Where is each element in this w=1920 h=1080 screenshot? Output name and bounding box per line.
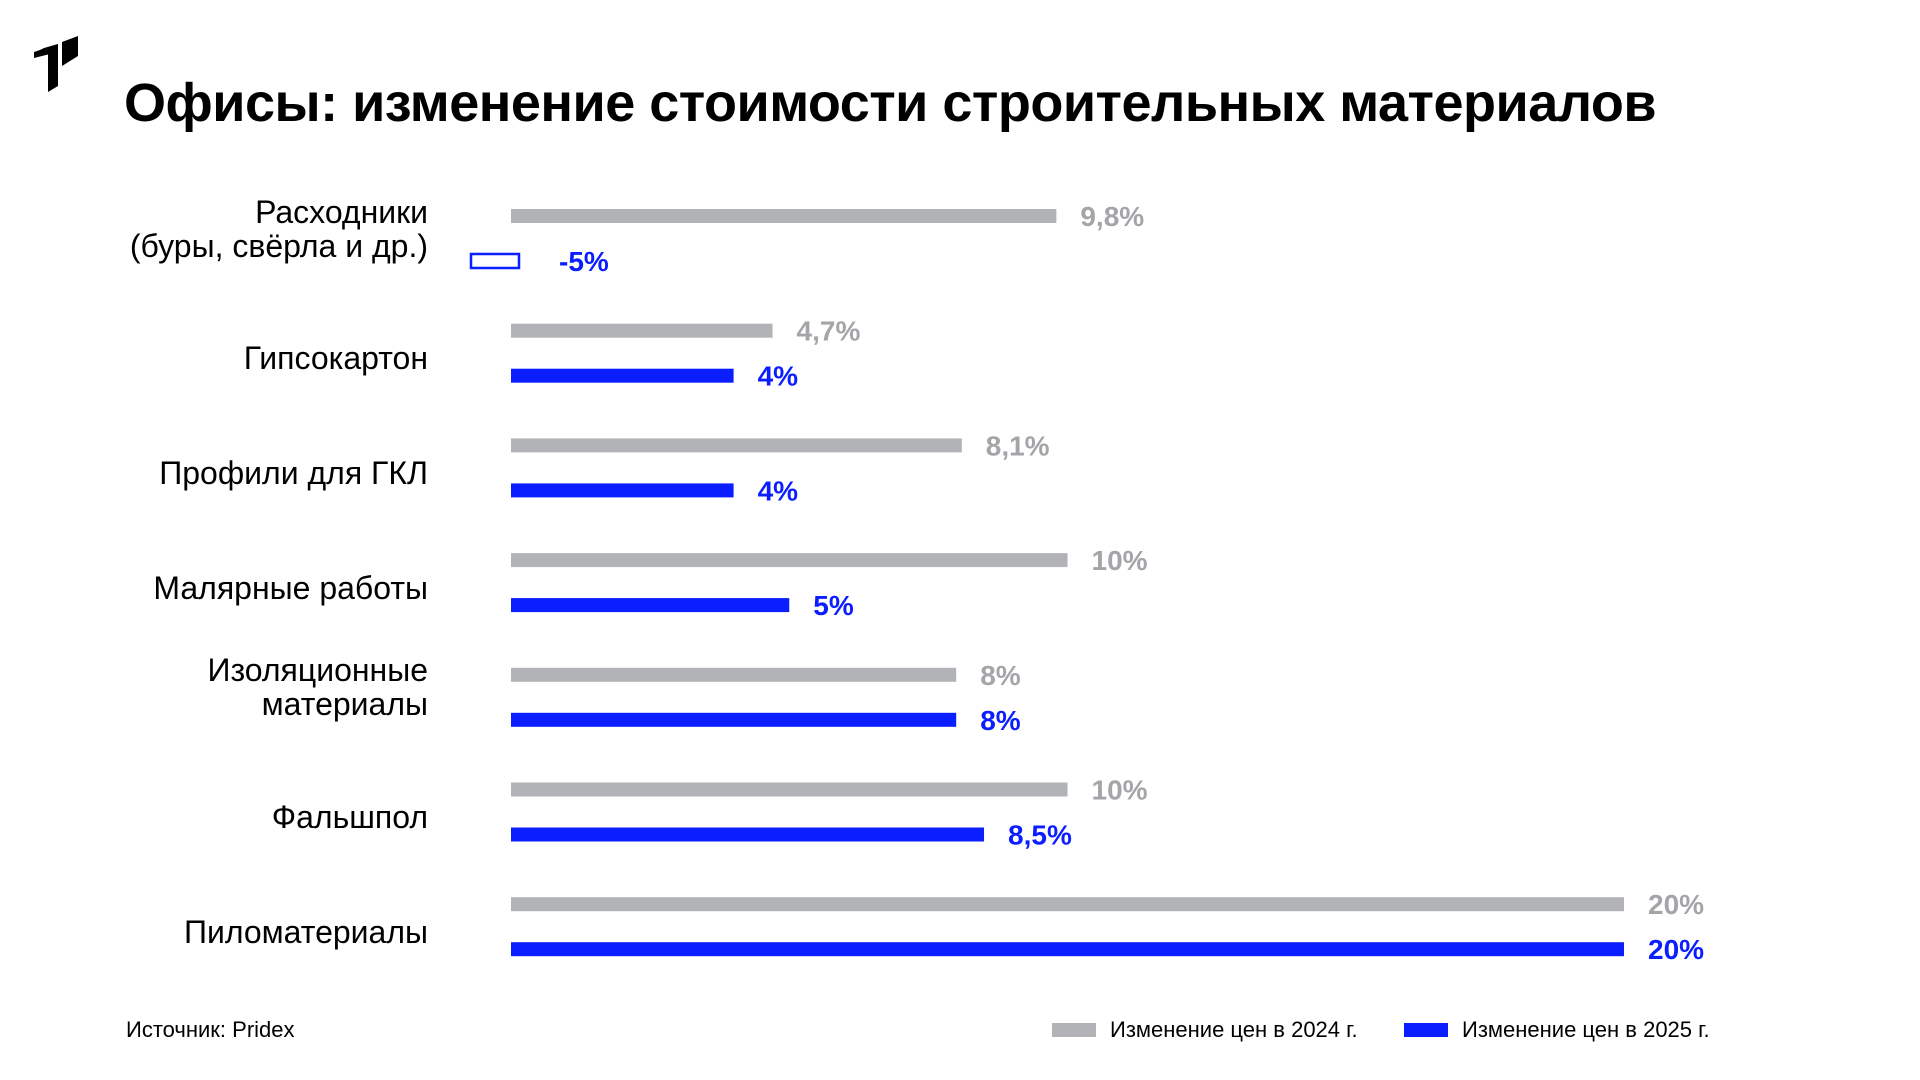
- bar-2024: [511, 323, 773, 338]
- data-label-2024: 8,1%: [986, 430, 1050, 461]
- category-label: Гипсокартон: [243, 340, 428, 377]
- data-label-2025: 4%: [758, 475, 799, 506]
- bar-2024: [511, 438, 962, 453]
- category-label: Изоляционные материалы: [207, 652, 428, 723]
- category-label: Расходники (буры, свёрла и др.): [129, 193, 428, 264]
- legend-item-2024: Изменение цен в 2024 г.: [1052, 1017, 1358, 1043]
- data-label-2025: 8,5%: [1008, 820, 1072, 851]
- data-label-2025: -5%: [559, 246, 609, 277]
- data-label-2024: 4,7%: [797, 316, 861, 347]
- legend-label-2025: Изменение цен в 2025 г.: [1462, 1017, 1710, 1042]
- bar-2024: [511, 209, 1057, 223]
- bar-2024: [511, 897, 1624, 912]
- bar-2025: [511, 827, 985, 842]
- data-label-2024: 8%: [980, 660, 1021, 691]
- category-label: Профили для ГКЛ: [159, 454, 428, 491]
- bar-2024: [511, 667, 957, 682]
- category-label: Малярные работы: [153, 569, 428, 606]
- category-label: Фальшпол: [271, 799, 428, 835]
- bar-2025: [469, 252, 521, 270]
- legend-label-2024: Изменение цен в 2024 г.: [1110, 1017, 1358, 1042]
- source-note: Источник: Pridex: [126, 1017, 295, 1042]
- data-label-2024: 10%: [1092, 545, 1148, 576]
- category-label: Пиломатериалы: [183, 913, 428, 950]
- bar-2024: [511, 782, 1068, 797]
- data-label-2025: 8%: [980, 705, 1021, 736]
- page-title: Офисы: изменение стоимости строительных …: [124, 73, 1657, 133]
- bar-2024: [511, 553, 1068, 568]
- legend-swatch-2024: [1052, 1023, 1096, 1037]
- legend-item-2025: Изменение цен в 2025 г.: [1404, 1017, 1710, 1043]
- data-label-2025: 5%: [813, 590, 854, 621]
- bar-2025: [511, 942, 1624, 957]
- bar-2025: [511, 598, 790, 613]
- bar-2025: [511, 368, 734, 383]
- data-label-2024: 9,8%: [1080, 201, 1144, 232]
- legend-swatch-2025: [1404, 1023, 1448, 1037]
- data-label-2024: 20%: [1648, 889, 1704, 920]
- data-label-2025: 4%: [758, 361, 799, 392]
- logo-icon: [34, 36, 78, 92]
- data-label-2025: 20%: [1648, 934, 1704, 965]
- bar-2025: [511, 483, 734, 498]
- bar-2025: [511, 712, 957, 727]
- data-label-2024: 10%: [1092, 775, 1148, 806]
